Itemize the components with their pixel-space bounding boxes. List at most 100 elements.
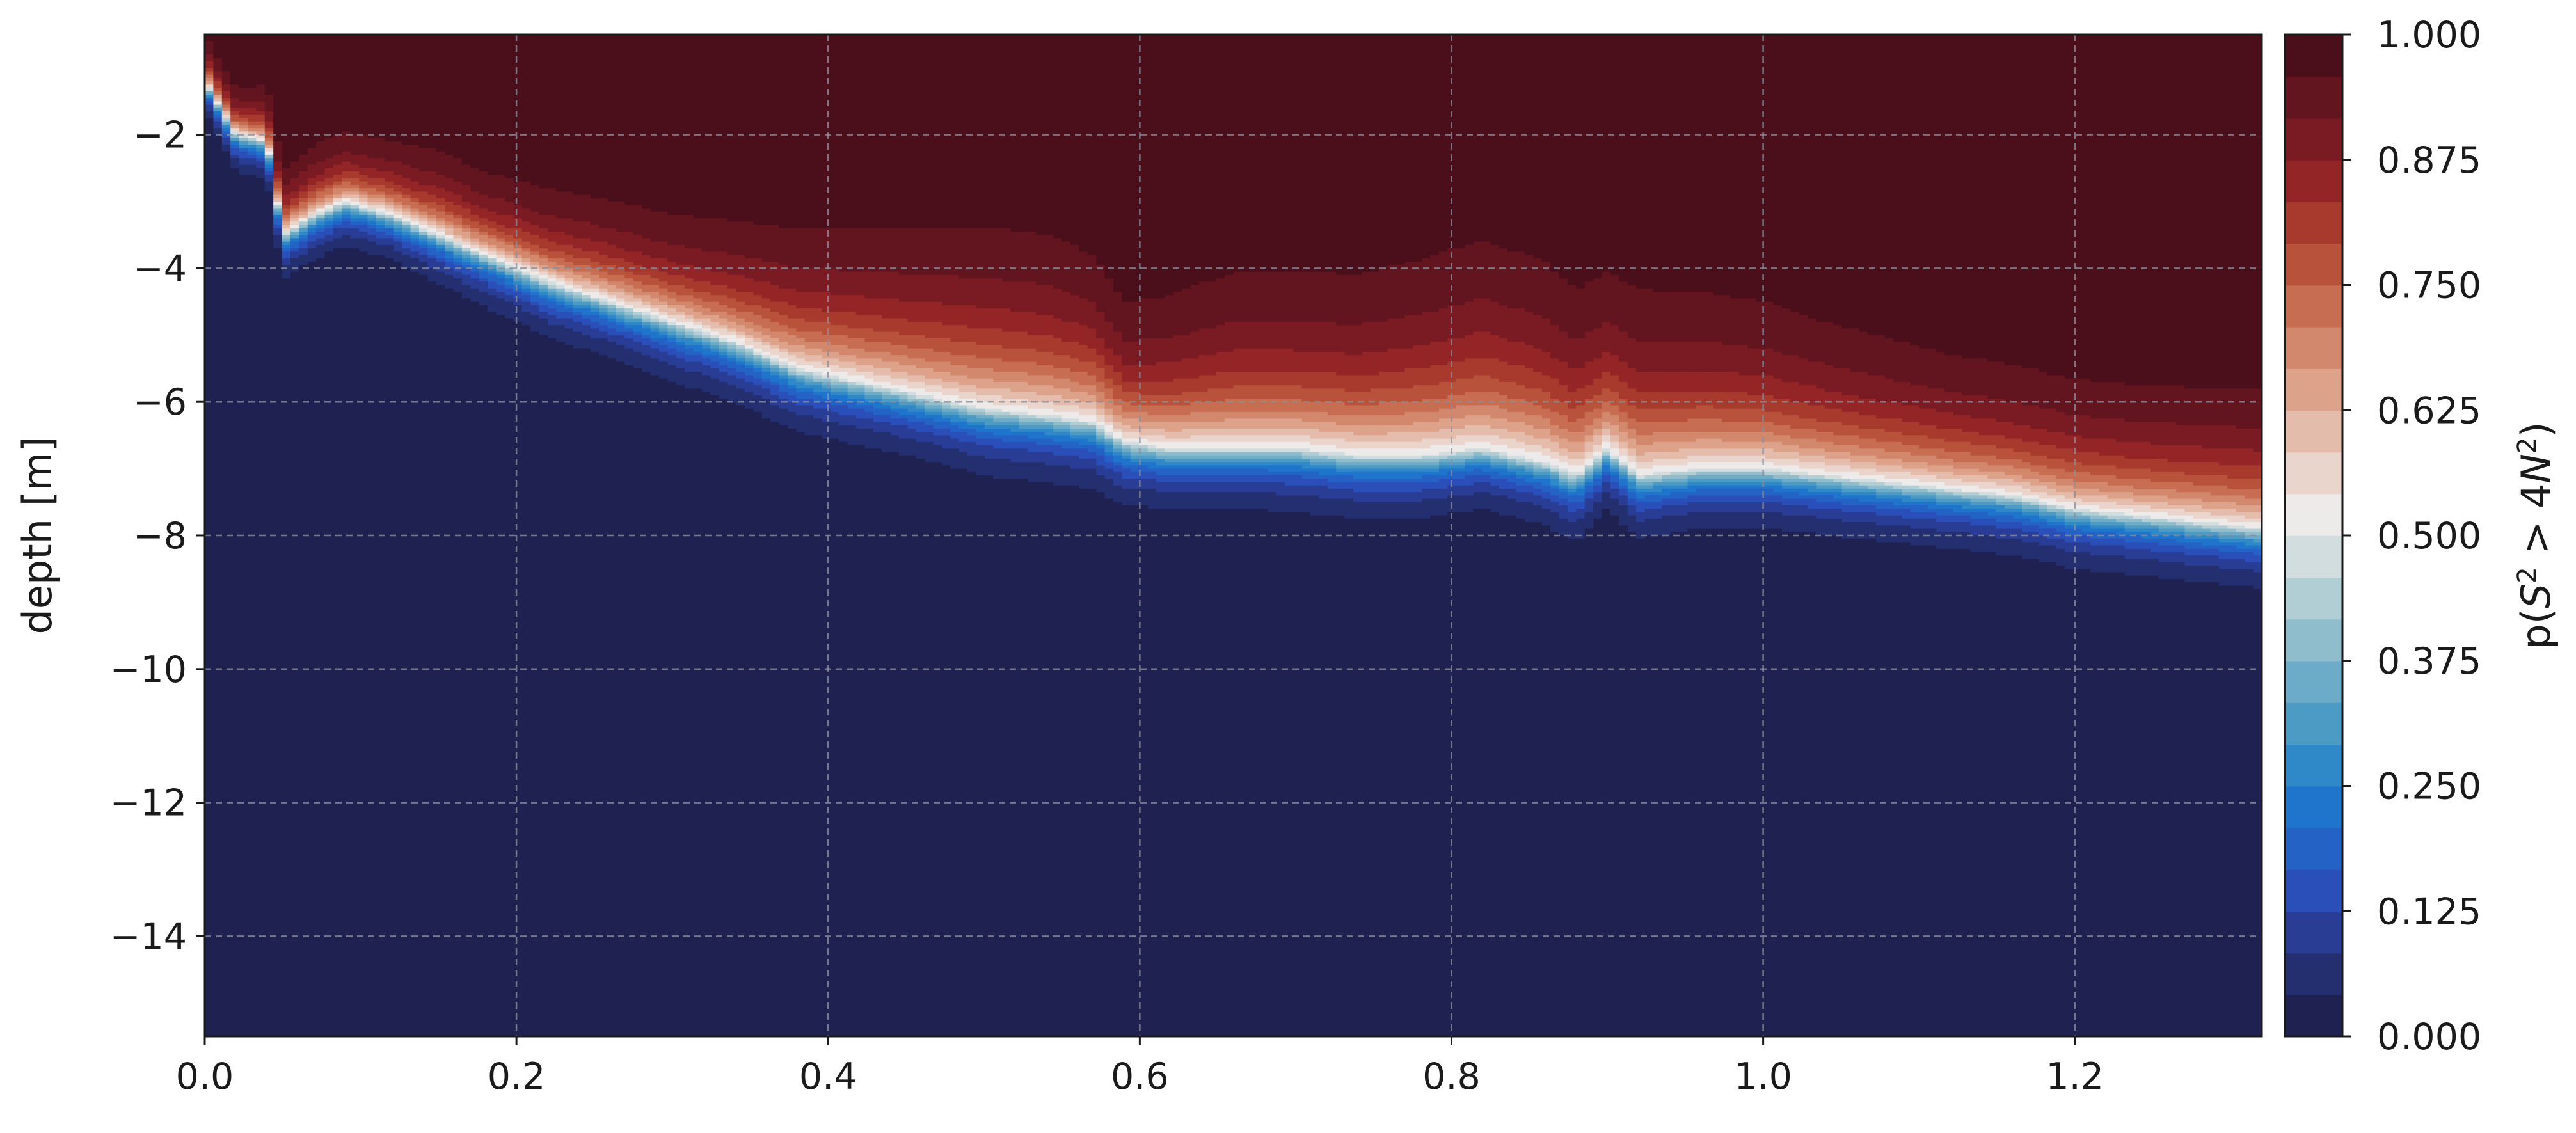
heatmap-cell (1087, 435, 1097, 443)
heatmap-cell (736, 378, 745, 390)
heatmap-cell (1730, 512, 1740, 530)
heatmap-cell (1370, 471, 1380, 480)
heatmap-cell (307, 231, 317, 235)
heatmap-cell (556, 298, 566, 303)
heatmap-cell (2081, 509, 2091, 513)
heatmap-cell (1919, 425, 1928, 436)
heatmap-cell (1036, 408, 1046, 416)
heatmap-cell (1781, 479, 1792, 483)
heatmap-cell (1705, 502, 1714, 513)
heatmap-cell (1927, 455, 1937, 466)
heatmap-cell (1902, 525, 1911, 543)
heatmap-cell (1576, 441, 1586, 453)
heatmap-cell (1182, 438, 1191, 443)
heatmap-cell (933, 422, 942, 429)
heatmap-cell (1662, 441, 1671, 453)
heatmap-cell (787, 355, 797, 363)
heatmap-cell (470, 241, 480, 246)
heatmap-cell (967, 368, 977, 379)
heatmap-cell (1413, 518, 1423, 1036)
heatmap-cell (1593, 358, 1603, 379)
heatmap-cell (556, 244, 566, 253)
heatmap-cell (1439, 35, 1449, 253)
heatmap-cell (933, 351, 942, 363)
heatmap-cell (1456, 471, 1465, 480)
heatmap-cell (907, 381, 917, 390)
heatmap-cell (367, 211, 377, 216)
heatmap-cell (1096, 445, 1106, 450)
heatmap-cell (307, 164, 317, 179)
heatmap-cell (925, 338, 934, 349)
heatmap-cell (1790, 488, 1800, 493)
heatmap-cell (916, 432, 926, 443)
heatmap-cell (2064, 525, 2074, 530)
heatmap-cell (1884, 338, 1894, 379)
heatmap-cell (1439, 498, 1449, 516)
heatmap-cell (1259, 448, 1268, 453)
heatmap-cell (1978, 435, 1989, 446)
heatmap-cell (616, 335, 626, 346)
heatmap-cell (1944, 498, 1954, 503)
heatmap-cell (521, 208, 531, 223)
heatmap-cell (1096, 381, 1106, 393)
heatmap-cell (839, 388, 848, 393)
heatmap-cell (2005, 448, 2014, 459)
heatmap-cell (1010, 372, 1020, 383)
heatmap-cell (1610, 355, 1620, 376)
heatmap-cell (539, 278, 548, 283)
heatmap-cell (1165, 415, 1174, 423)
heatmap-cell (701, 345, 712, 349)
heatmap-cell (1859, 479, 1868, 483)
heatmap-cell (1490, 335, 1500, 360)
heatmap-cell (1722, 471, 1731, 476)
heatmap-cell (1533, 482, 1543, 489)
heatmap-cell (650, 348, 660, 360)
heatmap-cell (393, 228, 402, 232)
heatmap-cell (685, 361, 694, 373)
heatmap-cell (496, 238, 505, 242)
heatmap-cell (1310, 402, 1320, 413)
heatmap-cell (1079, 361, 1088, 373)
heatmap-cell (1970, 455, 1980, 463)
heatmap-cell (1576, 471, 1586, 476)
heatmap-cell (624, 312, 634, 316)
heatmap-cell (359, 191, 369, 196)
heatmap-cell (213, 121, 223, 129)
heatmap-cell (513, 248, 523, 256)
heatmap-cell (1336, 498, 1346, 516)
heatmap-cell (479, 258, 488, 262)
heatmap-cell (1687, 482, 1697, 486)
heatmap-cell (1867, 462, 1877, 470)
heatmap-cell (607, 285, 617, 292)
heatmap-cell (427, 218, 437, 223)
heatmap-cell (1936, 502, 1946, 506)
heatmap-cell (496, 225, 505, 232)
heatmap-cell (1824, 471, 1834, 476)
heatmap-cell (1833, 535, 1843, 1036)
heatmap-cell (273, 228, 283, 235)
heatmap-cell (307, 214, 317, 219)
heatmap-cell (1053, 425, 1063, 429)
heatmap-cell (1439, 365, 1449, 383)
heatmap-cell (1319, 458, 1328, 463)
heatmap-cell (1430, 475, 1440, 483)
heatmap-cell (418, 184, 429, 193)
heatmap-cell (221, 101, 231, 106)
heatmap-cell (1756, 482, 1765, 486)
heatmap-cell (1636, 482, 1646, 486)
heatmap-cell (1036, 365, 1046, 376)
heatmap-cell (925, 361, 934, 369)
heatmap-cell (1225, 418, 1234, 429)
heatmap-cell (1705, 488, 1714, 496)
heatmap-cell (813, 385, 823, 393)
heatmap-cell (1070, 381, 1080, 393)
heatmap-cell (299, 202, 308, 209)
heatmap-cell (299, 248, 308, 256)
heatmap-cell (290, 231, 300, 235)
heatmap-cell (1653, 392, 1663, 409)
heatmap-cell (1233, 418, 1243, 429)
heatmap-cell (2090, 418, 2100, 440)
heatmap-cell (1516, 342, 1525, 366)
heatmap-cell (264, 35, 274, 95)
heatmap-cell (1182, 288, 1191, 336)
